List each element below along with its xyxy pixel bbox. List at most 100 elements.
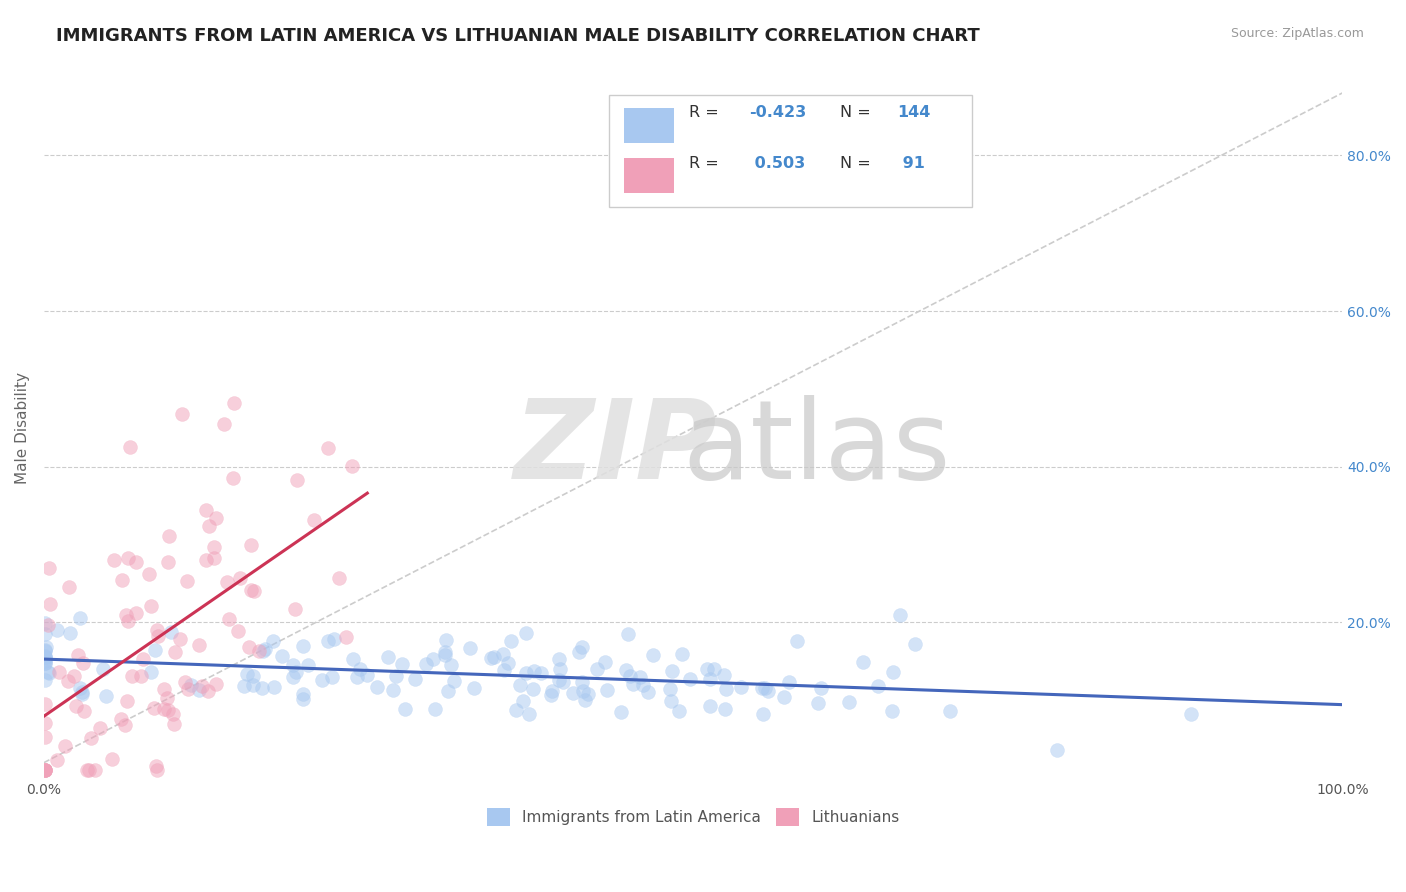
Point	[699, 672, 721, 686]
Point	[59, 626, 82, 640]
Point	[889, 607, 911, 622]
Point	[614, 663, 637, 677]
Point	[342, 652, 364, 666]
Point	[610, 705, 633, 719]
Point	[115, 607, 138, 622]
Point	[696, 662, 718, 676]
Point	[101, 752, 124, 766]
Point	[585, 661, 607, 675]
Point	[89, 721, 111, 735]
Point	[77, 764, 100, 778]
Point	[394, 702, 416, 716]
Point	[576, 686, 599, 700]
Point	[679, 672, 702, 686]
Point	[202, 551, 225, 566]
Point	[58, 580, 80, 594]
Point	[866, 680, 889, 694]
Point	[262, 634, 284, 648]
Point	[34, 764, 56, 778]
Point	[198, 519, 221, 533]
Point	[806, 696, 828, 710]
Point	[668, 704, 690, 718]
Point	[751, 707, 773, 722]
Point	[463, 681, 485, 695]
Point	[499, 634, 522, 648]
Point	[38, 665, 60, 680]
Point	[321, 670, 343, 684]
Point	[328, 571, 350, 585]
Point	[34, 656, 56, 670]
Point	[222, 471, 245, 485]
Point	[156, 555, 179, 569]
Point	[139, 665, 162, 679]
Point	[617, 627, 640, 641]
Point	[53, 739, 76, 753]
Point	[515, 626, 537, 640]
Point	[34, 640, 56, 654]
Point	[146, 764, 169, 778]
Point	[593, 655, 616, 669]
Point	[1046, 743, 1069, 757]
Point	[561, 685, 583, 699]
Text: ZIP: ZIP	[513, 395, 717, 502]
Point	[433, 645, 456, 659]
Point	[195, 553, 218, 567]
Point	[356, 668, 378, 682]
Point	[153, 702, 176, 716]
Point	[548, 662, 571, 676]
Point	[156, 691, 179, 706]
Point	[163, 716, 186, 731]
Point	[121, 669, 143, 683]
Point	[125, 607, 148, 621]
Point	[311, 673, 333, 688]
FancyBboxPatch shape	[609, 95, 972, 207]
Point	[34, 764, 56, 778]
Point	[270, 649, 292, 664]
Point	[515, 666, 537, 681]
Point	[496, 656, 519, 670]
Point	[45, 624, 67, 638]
Point	[34, 654, 56, 668]
Point	[786, 634, 808, 648]
Text: Source: ZipAtlas.com: Source: ZipAtlas.com	[1230, 27, 1364, 40]
Text: IMMIGRANTS FROM LATIN AMERICA VS LITHUANIAN MALE DISABILITY CORRELATION CHART: IMMIGRANTS FROM LATIN AMERICA VS LITHUAN…	[56, 27, 980, 45]
Point	[281, 658, 304, 673]
Y-axis label: Male Disability: Male Disability	[15, 372, 30, 483]
Text: atlas: atlas	[682, 395, 950, 502]
Point	[131, 651, 153, 665]
Point	[73, 704, 96, 718]
Point	[67, 648, 90, 662]
Point	[440, 657, 463, 672]
Point	[385, 669, 408, 683]
Point	[159, 625, 181, 640]
Point	[434, 648, 457, 662]
Text: N =: N =	[839, 156, 876, 171]
Point	[661, 664, 683, 678]
Point	[571, 675, 593, 690]
Point	[96, 690, 118, 704]
Point	[643, 648, 665, 662]
Point	[39, 597, 62, 611]
Point	[713, 668, 735, 682]
Point	[138, 566, 160, 581]
Point	[772, 690, 794, 704]
Point	[880, 704, 903, 718]
Point	[145, 759, 167, 773]
Point	[103, 553, 125, 567]
Point	[547, 652, 569, 666]
Point	[34, 650, 56, 665]
Text: R =: R =	[689, 156, 724, 171]
Point	[540, 689, 562, 703]
Point	[72, 687, 94, 701]
Point	[111, 573, 134, 587]
Point	[115, 694, 138, 708]
Point	[297, 657, 319, 672]
Point	[574, 692, 596, 706]
Point	[637, 685, 659, 699]
Point	[69, 681, 91, 696]
Point	[838, 696, 860, 710]
Point	[530, 665, 553, 680]
Point	[263, 680, 285, 694]
Text: R =: R =	[689, 105, 724, 120]
Point	[415, 657, 437, 671]
